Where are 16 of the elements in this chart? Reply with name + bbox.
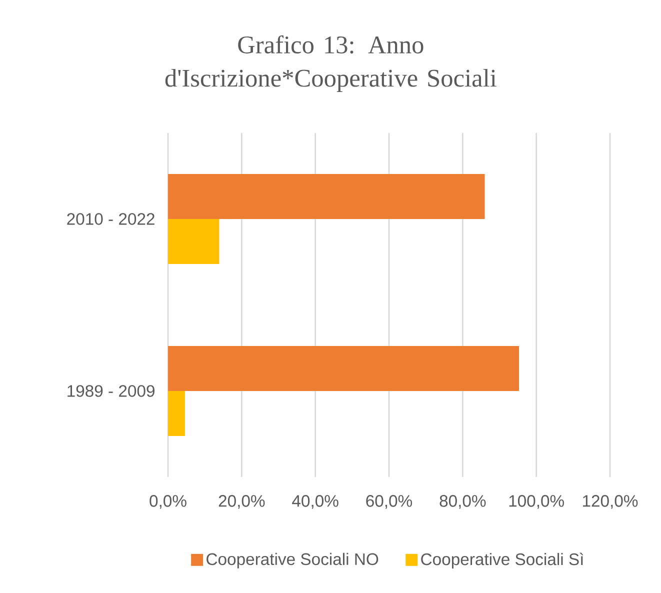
legend-label: Cooperative Sociali NO	[206, 552, 378, 568]
chart-title: Grafico 13: Anno d'Iscrizione*Cooperative Sociali	[165, 35, 496, 92]
x-tick-label: 100,0%	[509, 495, 564, 509]
x-tick-label: 60,0%	[366, 495, 412, 509]
y-tick-label: 2010 - 2022	[67, 213, 154, 225]
x-tick-label: 0,0%	[150, 495, 186, 509]
x-tick-label: 80,0%	[440, 495, 486, 509]
x-tick-label: 120,0%	[583, 495, 638, 509]
x-tick-label: 20,0%	[218, 495, 265, 509]
bar	[168, 346, 520, 391]
legend-label: Cooperative Sociali Sì	[421, 552, 584, 568]
x-tick-label: 40,0%	[292, 495, 338, 509]
bar	[168, 219, 220, 264]
bar	[168, 174, 485, 219]
bar	[168, 390, 185, 436]
y-tick-label: 1989 - 2009	[68, 385, 154, 397]
